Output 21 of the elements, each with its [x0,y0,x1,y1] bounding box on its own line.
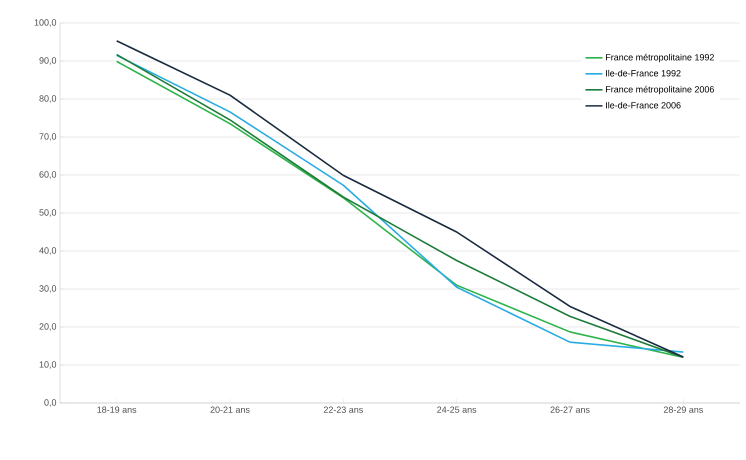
legend-label: Ile-de-France 2006 [606,102,681,108]
x-tick-label: 22-23 ans [324,406,363,413]
x-tick-label: 28-29 ans [664,406,703,413]
y-tick-label: 40,0 [39,247,56,255]
y-tick-label: 0,0 [44,399,56,407]
y-tick-label: 20,0 [39,323,56,331]
x-tick-label: 24-25 ans [437,406,476,413]
y-tick-label: 100,0 [34,19,56,27]
y-tick-label: 10,0 [40,361,56,369]
y-tick-label: 70,0 [39,133,56,141]
legend-label: Ile-de-France 1992 [606,70,681,76]
legend-label: France métropolitaine 2006 [606,86,714,94]
legend-label: France métropolitaine 1992 [606,54,714,62]
x-tick-label: 20-21 ans [210,406,250,413]
x-tick-label: 26-27 ans [550,406,590,413]
y-tick-label: 90,0 [39,57,56,65]
y-tick-label: 50,0 [39,209,56,217]
y-tick-label: 30,0 [39,285,56,293]
y-tick-label: 80,0 [39,95,56,103]
x-tick-label: 18-19 ans [97,406,136,413]
y-tick-label: 60,0 [39,171,56,179]
